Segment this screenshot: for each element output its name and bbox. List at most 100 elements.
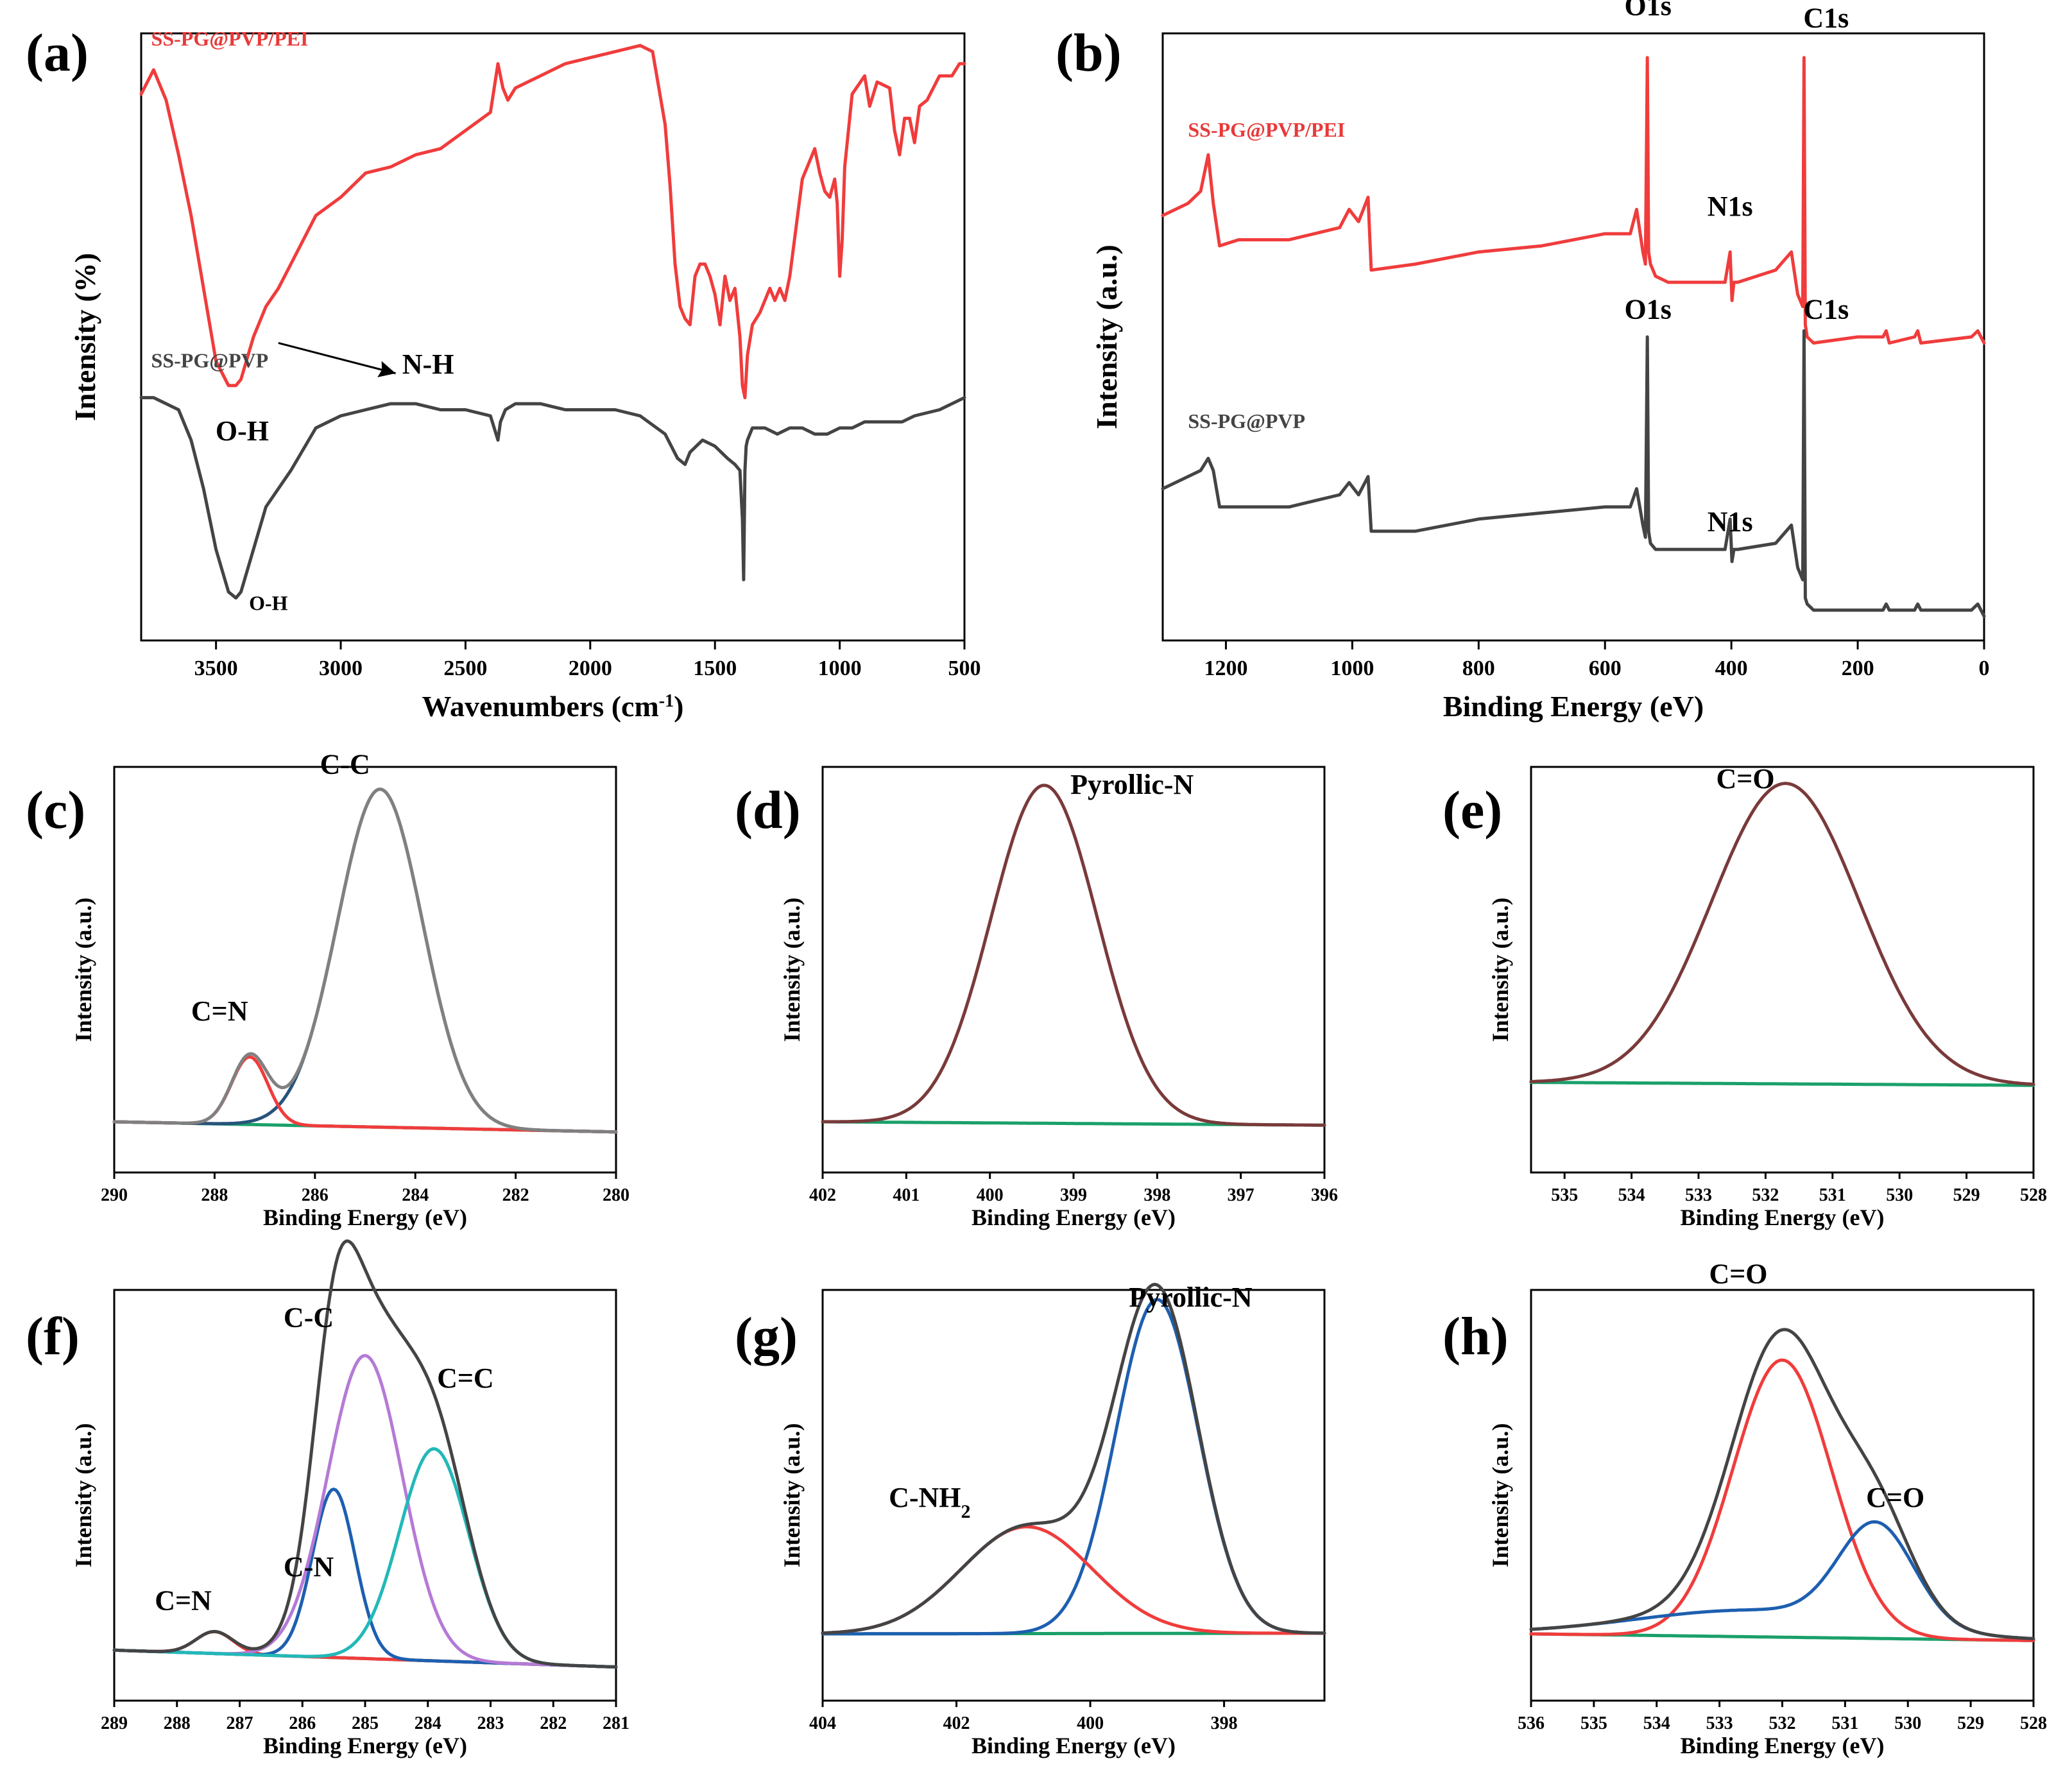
peak-fit-line [112, 787, 618, 1134]
annotation-co_side: C=O [1866, 1482, 1924, 1513]
x-tick-label: 288 [201, 1185, 228, 1205]
plot-frame [1530, 766, 2035, 1174]
panel-2: (c) 290 288 286 284 282 280 Binding Energy (eV)… [26, 749, 629, 1230]
panel-6: (g) 404 402 400 398 Binding Energy (eV) Intens… [735, 1282, 1326, 1758]
panel-1: (b) 1200 1000 800 600 400 200 0 Binding Energy (… [1056, 0, 1990, 723]
series-line [1161, 329, 1986, 618]
x-tick-label: 283 [477, 1713, 504, 1733]
x-tick-label: 286 [302, 1185, 329, 1205]
x-tick-label: 284 [415, 1713, 441, 1733]
annotation-c1s_red: C1s [1803, 3, 1849, 34]
x-tick-label: 531 [1819, 1185, 1846, 1205]
peak-fit-line [821, 784, 1326, 1127]
x-tick-label: 600 [1589, 657, 1622, 680]
panel-label: (c) [26, 780, 85, 840]
x-tick-label: 400 [977, 1185, 1004, 1205]
annotation-co: C=O [1717, 763, 1775, 794]
peak-fit-line [1529, 1358, 2035, 1642]
x-tick-label: 530 [1894, 1713, 1921, 1733]
y-axis-label: Intensity (a.u.) [1487, 1423, 1513, 1567]
x-tick-label: 535 [1580, 1713, 1607, 1733]
x-tick-label: 535 [1551, 1185, 1578, 1205]
y-axis-label: Intensity (a.u.) [1090, 245, 1123, 429]
x-tick-label: 1500 [693, 657, 737, 680]
panel-label: (a) [26, 23, 89, 83]
x-tick-label: 1200 [1204, 657, 1247, 680]
panel-label: (f) [26, 1307, 80, 1366]
x-axis-label: Binding Energy (eV) [263, 1205, 467, 1230]
annotation-cnh-sub: 2 [961, 1501, 971, 1522]
x-tick-label: 404 [809, 1713, 836, 1733]
x-tick-label: 1000 [818, 657, 862, 680]
x-tick-label: 534 [1618, 1185, 1645, 1205]
annotation-pyn: Pyrollic-N [1070, 769, 1194, 800]
panel-label: (d) [735, 780, 801, 840]
x-tick-label: 396 [1311, 1185, 1338, 1205]
annotation-cc_double: C=C [437, 1362, 494, 1394]
annotation-c1s_dark: C1s [1803, 294, 1849, 325]
annotation-o1s_red: O1s [1625, 0, 1672, 22]
x-tick-label: 3000 [319, 657, 363, 680]
x-tick-label: 400 [1077, 1713, 1104, 1733]
panel-label: (e) [1443, 780, 1502, 840]
x-tick-label: 400 [1715, 657, 1748, 680]
y-axis-label: Intensity (a.u.) [71, 1423, 96, 1567]
panel-5: (f) 289 288 287 286 285 284 283 282 281 Binding En… [26, 1239, 629, 1758]
x-tick-label: 399 [1060, 1185, 1087, 1205]
arrow-head [377, 361, 396, 377]
series-line [139, 396, 966, 600]
annotation-co_main: C=O [1709, 1258, 1767, 1290]
peak-fit-line [112, 1353, 618, 1669]
x-axis-label-sup: -1 [659, 691, 674, 711]
y-axis-label: Intensity (a.u.) [779, 1423, 805, 1567]
plot-frame [821, 1289, 1326, 1702]
x-tick-label: 531 [1831, 1713, 1858, 1733]
panel-7: (h) 536 535 534 533 532 531 530 529 528 Binding En… [1443, 1258, 2047, 1758]
annotation-cn: C=N [191, 995, 248, 1027]
x-axis-label: Binding Energy (eV) [1443, 690, 1704, 723]
y-axis-label: Intensity (%) [69, 253, 101, 421]
plot-frame [113, 1289, 617, 1702]
x-tick-label: 401 [893, 1185, 920, 1205]
series-line [139, 44, 966, 400]
x-tick-label: 284 [402, 1185, 429, 1205]
x-tick-label: 533 [1706, 1713, 1733, 1733]
x-tick-label: 402 [809, 1185, 836, 1205]
baseline-line [1529, 1081, 2035, 1087]
x-tick-label: 280 [603, 1185, 629, 1205]
x-tick-label: 533 [1685, 1185, 1712, 1205]
peak-fit-line [112, 1447, 618, 1669]
panel-label: (b) [1056, 23, 1122, 83]
panel-label: (g) [735, 1307, 798, 1366]
panel-0: (a) 3500 3000 2500 2000 1500 1000 500 Wavenumber… [26, 23, 981, 723]
annotation-cn_double: C=N [155, 1584, 212, 1616]
x-tick-label: 281 [603, 1713, 629, 1733]
plot-frame [821, 766, 1326, 1174]
plot-frame [1161, 32, 1985, 642]
x-tick-label: 397 [1228, 1185, 1254, 1205]
peak-fit-line [821, 1298, 1326, 1636]
annotation-cn_single: C-N [284, 1551, 334, 1583]
x-tick-label: 1000 [1330, 657, 1374, 680]
x-tick-label: 402 [943, 1713, 970, 1733]
x-axis-label: Binding Energy (eV) [263, 1733, 467, 1758]
x-tick-label: 536 [1518, 1713, 1545, 1733]
x-tick-label: 529 [1953, 1185, 1980, 1205]
x-tick-label: 529 [1957, 1713, 1984, 1733]
annotation-pyn: Pyrollic-N [1129, 1282, 1252, 1313]
x-axis-label: Binding Energy (eV) [972, 1733, 1176, 1758]
annotation-o1s_dark: O1s [1625, 294, 1672, 325]
annotation-cc: C-C [284, 1302, 334, 1334]
annotation-oh_dark: O-H [249, 592, 288, 615]
arrow-line [278, 342, 396, 375]
plot-frame [140, 32, 966, 642]
y-axis-label: Intensity (a.u.) [1487, 897, 1513, 1042]
x-tick-label: 534 [1643, 1713, 1670, 1733]
x-axis-label: Binding Energy (eV) [972, 1205, 1176, 1230]
y-axis-label: Intensity (a.u.) [71, 897, 96, 1042]
x-tick-label: 290 [101, 1185, 128, 1205]
legend-dark: SS-PG@PVP [1188, 409, 1305, 433]
envelope-line [112, 787, 618, 1134]
annotation-oh_red: O-H [216, 415, 269, 447]
